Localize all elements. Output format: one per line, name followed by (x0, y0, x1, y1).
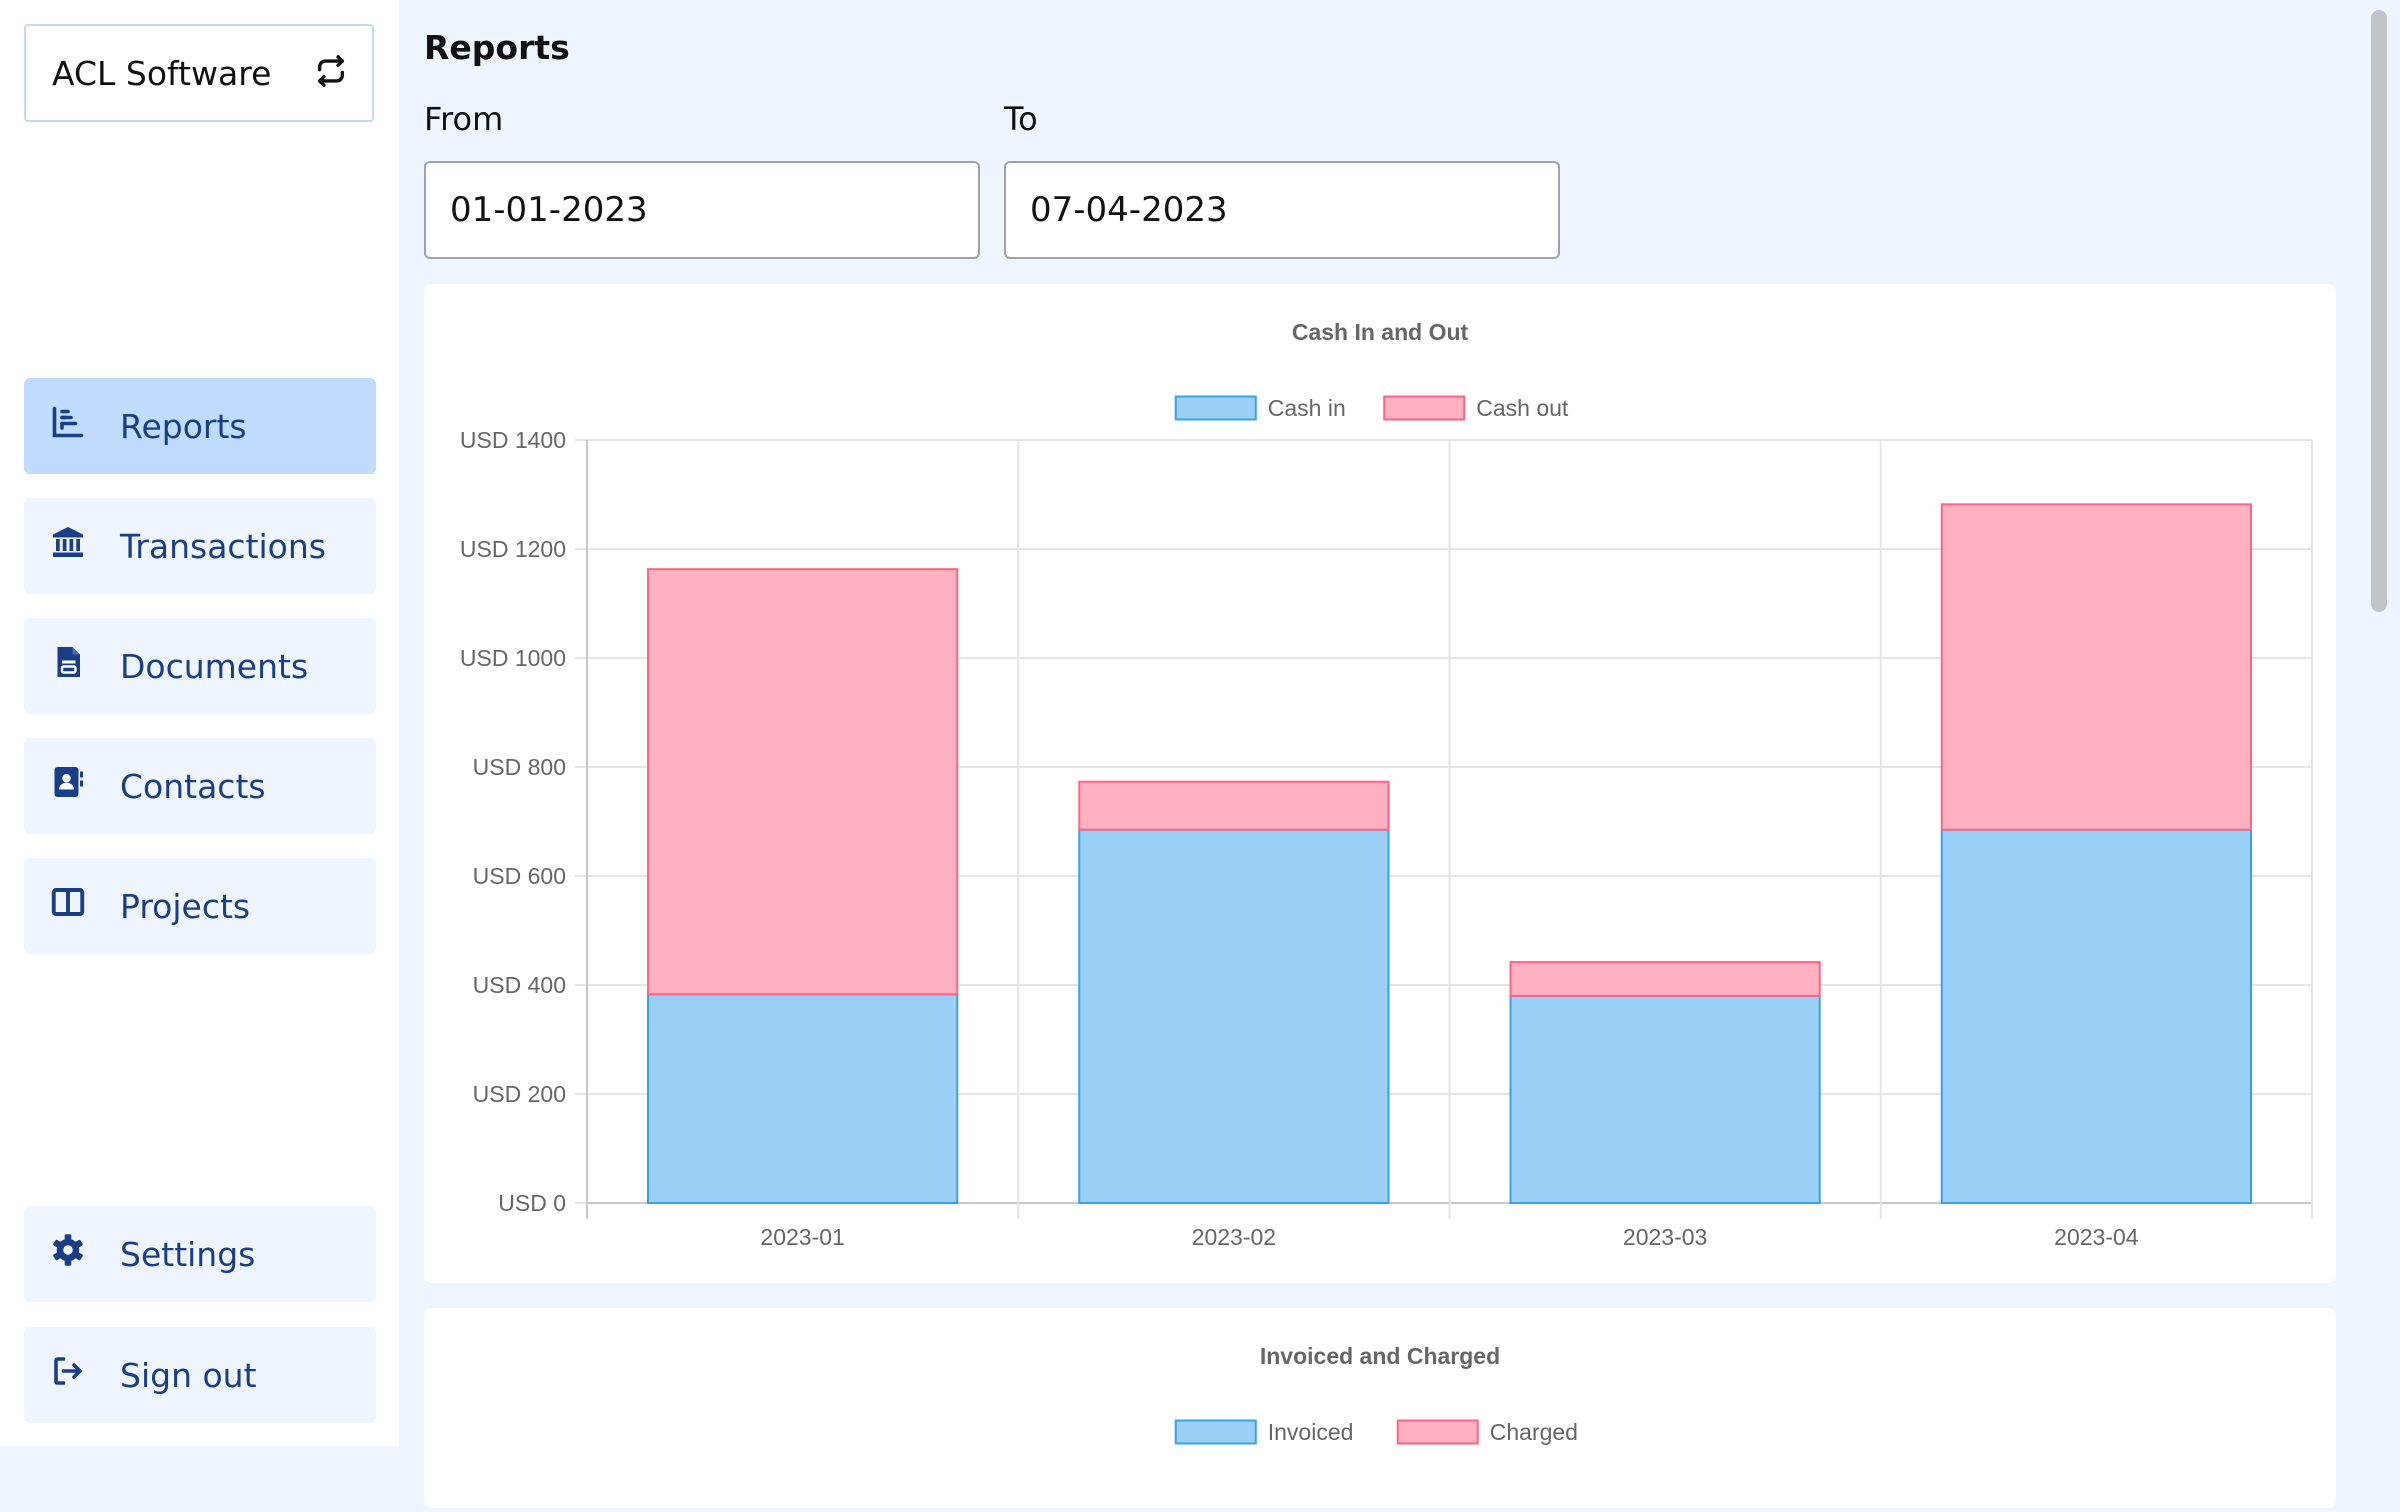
sidebar-item-settings[interactable]: Settings (24, 1206, 376, 1302)
page-title: Reports (424, 28, 570, 67)
legend-swatch (1396, 1419, 1479, 1445)
bar-cash-in (1078, 828, 1390, 1204)
from-date-input[interactable] (424, 161, 980, 259)
bank-icon (50, 524, 86, 568)
y-tick-label: USD 400 (473, 972, 566, 998)
sidebar-item-label: Reports (120, 406, 247, 446)
legend-label: Charged (1490, 1419, 1578, 1445)
switch-icon[interactable] (314, 54, 348, 92)
x-tick-label: 2023-04 (2054, 1224, 2139, 1250)
legend-swatch (1383, 395, 1466, 421)
sidebar-item-sign-out[interactable]: Sign out (24, 1327, 376, 1423)
y-tick-label: USD 1000 (460, 645, 566, 671)
bar-chart-icon (50, 404, 86, 448)
sidebar-item-transactions[interactable]: Transactions (24, 498, 376, 594)
sidebar-item-label: Sign out (120, 1355, 257, 1395)
company-switcher[interactable]: ACL Software (24, 24, 374, 122)
legend-label: Cash out (1476, 395, 1569, 421)
contact-book-icon (50, 764, 86, 808)
legend-swatch (1174, 395, 1257, 421)
legend-swatch (1174, 1419, 1257, 1445)
document-icon (50, 644, 86, 688)
bar-cash-in (647, 993, 959, 1205)
bar-cash-in (1509, 994, 1821, 1205)
invoiced-charged-chart: Invoiced and Charged Invoiced Charged (1174, 1343, 1578, 1445)
sidebar-item-label: Projects (120, 886, 251, 926)
cash-in-out-chart: Cash In and Out Cash in Cash out USD 0 USD 2… (460, 319, 2313, 1250)
bar-cash-out (647, 568, 959, 996)
sidebar-item-documents[interactable]: Documents (24, 618, 376, 714)
sidebar-item-label: Settings (120, 1234, 256, 1274)
legend-label: Invoiced (1268, 1419, 1354, 1445)
bar-cash-in (1940, 828, 2252, 1204)
sidebar-item-contacts[interactable]: Contacts (24, 738, 376, 834)
to-date-input[interactable] (1004, 161, 1560, 259)
cash-chart-card: Cash In and Out Cash in Cash out USD 0 USD 2… (424, 284, 2336, 1283)
bar-cash-out (1078, 780, 1390, 831)
sidebar-item-label: Documents (120, 646, 309, 686)
from-label: From (424, 100, 504, 138)
sidebar-item-reports[interactable]: Reports (24, 378, 376, 474)
y-tick-label: USD 200 (473, 1081, 566, 1107)
x-tick-label: 2023-02 (1192, 1224, 1276, 1250)
chart-title: Invoiced and Charged (1260, 1343, 1500, 1369)
y-tick-label: USD 1400 (460, 427, 566, 453)
legend-label: Cash in (1268, 395, 1346, 421)
to-label: To (1004, 100, 1038, 138)
gear-icon (50, 1232, 86, 1276)
sidebar-item-label: Transactions (120, 526, 326, 566)
invoiced-chart-card: Invoiced and Charged Invoiced Charged (424, 1308, 2336, 1508)
y-tick-label: USD 1200 (460, 536, 566, 562)
sidebar-item-projects[interactable]: Projects (24, 858, 376, 954)
y-tick-label: USD 600 (473, 863, 566, 889)
y-tick-label: USD 800 (473, 754, 566, 780)
sign-out-icon (50, 1353, 86, 1397)
bar-cash-out (1509, 961, 1821, 997)
columns-icon (50, 884, 86, 928)
sidebar: ACL Software Reports Transactions (0, 0, 399, 1446)
x-tick-label: 2023-01 (760, 1224, 844, 1250)
y-tick-label: USD 0 (498, 1190, 566, 1216)
x-tick-label: 2023-03 (1623, 1224, 1707, 1250)
sidebar-item-label: Contacts (120, 766, 266, 806)
scrollbar-thumb[interactable] (2371, 10, 2387, 612)
chart-title: Cash In and Out (1292, 319, 1469, 345)
bar-cash-out (1940, 503, 2252, 831)
company-name: ACL Software (52, 53, 272, 93)
